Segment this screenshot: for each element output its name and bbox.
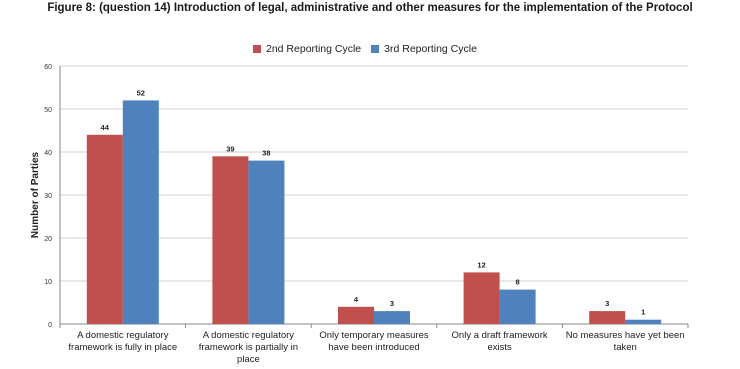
x-category-label-1: A domestic regulatory framework is fully … (60, 330, 186, 354)
legend: 2nd Reporting Cycle 3rd Reporting Cycle (253, 40, 477, 57)
data-label-series-2-category-4: 8 (516, 278, 520, 287)
y-tick-label-20: 20 (44, 236, 52, 243)
x-category-label-5-line-1: No measures have yet been (565, 330, 685, 341)
data-label-series-1-category-3: 4 (354, 295, 359, 304)
x-category-label-4-line-1: Only a draft framework (451, 330, 548, 341)
data-label-series-2-category-2: 38 (262, 149, 270, 158)
bar-series-2-category-1 (122, 100, 159, 325)
x-category-label-3: Only temporary measures have been introdu… (311, 330, 437, 354)
x-category-label-2-line-1: A domestic regulatory (202, 330, 295, 341)
data-label-series-1-category-1: 44 (101, 123, 110, 132)
bar-series-1-category-5 (589, 311, 626, 324)
x-category-label-5-line-2: taken (613, 342, 637, 353)
bar-series-2-category-5 (625, 319, 662, 324)
legend-swatch-series-2 (371, 44, 380, 53)
legend-item-series-1: 2nd Reporting Cycle (253, 43, 361, 55)
y-tick-label-0: 0 (48, 322, 52, 329)
bar-series-1-category-2 (212, 156, 249, 324)
data-label-series-2-category-5: 1 (641, 308, 645, 317)
data-label-series-1-category-4: 12 (477, 260, 485, 269)
y-tick-label-60: 60 (44, 64, 52, 71)
bar-series-1-category-4 (463, 272, 500, 324)
x-category-label-2-line-3: place (237, 354, 260, 365)
bar-series-1-category-3 (338, 306, 374, 324)
legend-item-series-2: 3rd Reporting Cycle (371, 43, 477, 55)
x-category-label-1-line-1: A domestic regulatory (77, 330, 169, 341)
y-tick-label-40: 40 (44, 150, 52, 157)
y-tick-label-30: 30 (44, 193, 52, 200)
data-label-series-1-category-5: 3 (605, 299, 609, 308)
x-category-label-2-line-2: framework is partially in (198, 342, 299, 353)
data-label-series-1-category-2: 39 (226, 144, 234, 153)
chart-title: Figure 8: (question 14) Introduction of … (47, 2, 693, 14)
x-category-label-4-line-2: exists (487, 342, 512, 353)
legend-label-series-1: 2nd Reporting Cycle (266, 42, 362, 55)
bar-series-2-category-4 (499, 289, 536, 324)
y-tick-label-50: 50 (44, 107, 52, 114)
data-label-series-2-category-3: 3 (390, 299, 394, 308)
data-label-series-2-category-1: 52 (137, 88, 145, 97)
x-category-label-2: A domestic regulatory framework is partia… (185, 330, 311, 366)
bar-series-2-category-2 (248, 160, 285, 324)
x-category-label-3-line-2: have been introduced (328, 342, 420, 353)
y-axis-title: Number of Parties (30, 151, 41, 238)
bar-series-1-category-1 (86, 134, 123, 324)
x-category-label-3-line-1: Only temporary measures (319, 330, 429, 341)
x-category-label-5: No measures have yet been taken (562, 330, 688, 354)
y-tick-label-10: 10 (44, 279, 52, 286)
x-category-label-1-line-2: framework is fully in place (68, 342, 178, 353)
bar-series-2-category-3 (374, 311, 410, 324)
x-category-label-4: Only a draft framework exists (437, 330, 563, 354)
legend-label-series-2: 3rd Reporting Cycle (384, 42, 477, 55)
legend-swatch-series-1 (253, 44, 261, 53)
